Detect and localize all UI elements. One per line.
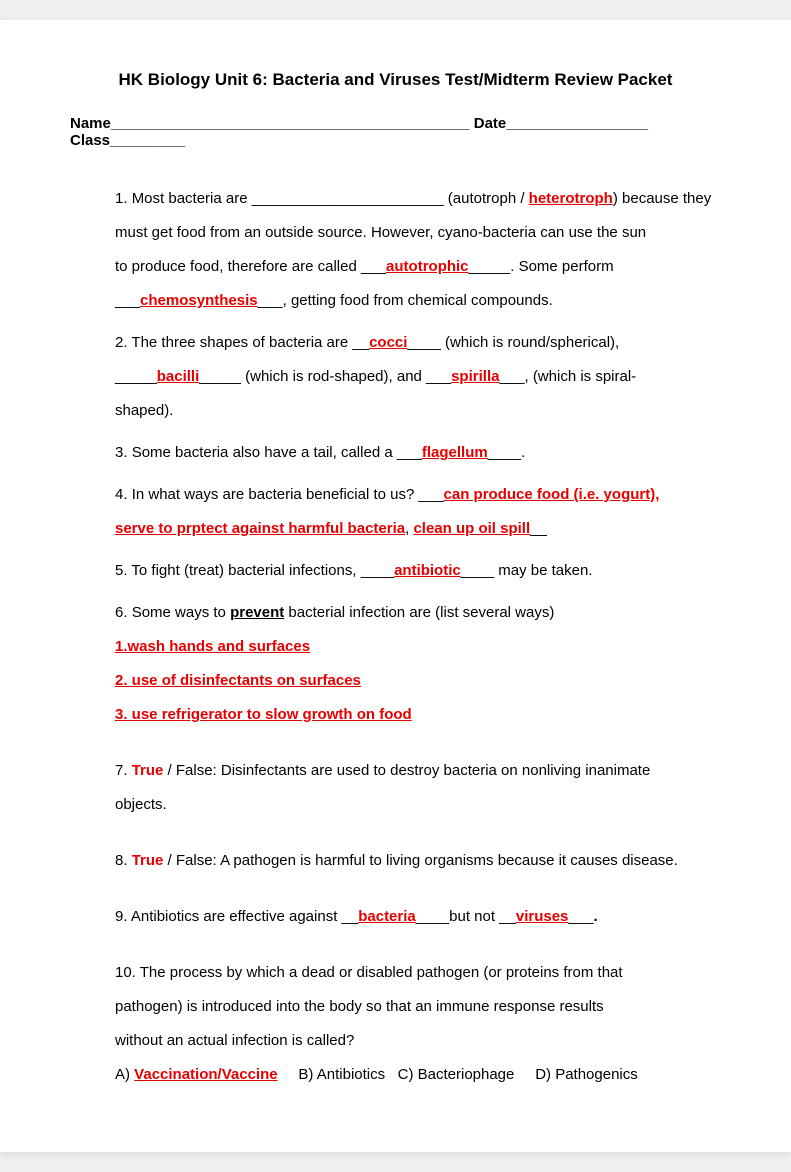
question-9: 9. Antibiotics are effective against __b… bbox=[115, 902, 721, 932]
q10-ans-vaccination: Vaccination/Vaccine bbox=[134, 1066, 277, 1083]
q5-text: To fight (treat) bacterial infections, _… bbox=[131, 562, 394, 579]
q4-text: __ bbox=[530, 520, 547, 537]
q1-text: to produce food, therefore are called __… bbox=[115, 258, 386, 275]
question-3: 3. Some bacteria also have a tail, calle… bbox=[115, 438, 721, 468]
q1-text: ___, getting food from chemical compound… bbox=[258, 292, 553, 309]
q5-ans-antibiotic: antibiotic bbox=[394, 562, 461, 579]
name-label: Name bbox=[70, 115, 111, 132]
q10-optA: A) bbox=[115, 1066, 134, 1083]
q9-text: ____but not __ bbox=[416, 908, 516, 925]
q2-text: ____ (which is round/spherical), bbox=[407, 334, 619, 351]
q5-text: ____ may be taken. bbox=[461, 562, 593, 579]
q2-ans-bacilli: bacilli bbox=[157, 368, 200, 385]
q10-text: pathogen) is introduced into the body so… bbox=[115, 998, 604, 1015]
q5-num: 5. bbox=[115, 562, 128, 579]
q1-text: Most bacteria are ______________________… bbox=[132, 190, 529, 207]
q4-text: In what ways are bacteria beneficial to … bbox=[132, 486, 444, 503]
q6-num: 6. bbox=[115, 604, 128, 621]
header-line: Name____________________________________… bbox=[70, 115, 721, 149]
prevention-list: 1.wash hands and surfaces 2. use of disi… bbox=[115, 632, 721, 730]
page-title: HK Biology Unit 6: Bacteria and Viruses … bbox=[70, 70, 721, 90]
q3-num: 3. bbox=[115, 444, 128, 461]
q9-num: 9. bbox=[115, 908, 128, 925]
name-blank: ________________________________________… bbox=[111, 115, 470, 132]
q8-ans-true: True bbox=[132, 852, 164, 869]
q3-ans-flagellum: flagellum bbox=[422, 444, 488, 461]
prevention-1: 1.wash hands and surfaces bbox=[115, 632, 721, 662]
q1-text: ) because they bbox=[613, 190, 711, 207]
q9-text: ___ bbox=[568, 908, 593, 925]
q3-text: ____. bbox=[488, 444, 526, 461]
q2-text: _____ bbox=[115, 368, 157, 385]
question-1: 1. Most bacteria are ___________________… bbox=[115, 184, 721, 316]
q4-ans-3: clean up oil spill bbox=[413, 520, 530, 537]
q1-num: 1. bbox=[115, 190, 128, 207]
q4-ans-1: can produce food (i.e. yogurt), bbox=[444, 486, 660, 503]
q10-text: The process by which a dead or disabled … bbox=[140, 964, 623, 981]
q4-num: 4. bbox=[115, 486, 128, 503]
question-8: 8. True / False: A pathogen is harmful t… bbox=[115, 846, 721, 876]
q2-ans-cocci: cocci bbox=[369, 334, 407, 351]
q10-options: B) Antibiotics C) Bacteriophage D) Patho… bbox=[278, 1066, 638, 1083]
q10-num: 10. bbox=[115, 964, 136, 981]
prevention-2: 2. use of disinfectants on surfaces bbox=[115, 666, 721, 696]
q3-text: Some bacteria also have a tail, called a… bbox=[132, 444, 422, 461]
question-5: 5. To fight (treat) bacterial infections… bbox=[115, 556, 721, 586]
q10-text: without an actual infection is called? bbox=[115, 1032, 354, 1049]
q1-ans-chemosynthesis: chemosynthesis bbox=[140, 292, 258, 309]
q1-text: ___ bbox=[115, 292, 140, 309]
q2-text: ___, (which is spiral- bbox=[499, 368, 636, 385]
q6-prevent-bold: prevent bbox=[230, 604, 284, 621]
q2-text: _____ (which is rod-shaped), and ___ bbox=[199, 368, 451, 385]
date-label: Date bbox=[474, 115, 507, 132]
q9-period: . bbox=[593, 908, 597, 925]
content-area: 1. Most bacteria are ___________________… bbox=[70, 184, 721, 1090]
prevention-3: 3. use refrigerator to slow growth on fo… bbox=[115, 700, 721, 730]
q9-text: Antibiotics are effective against __ bbox=[131, 908, 358, 925]
q8-num: 8. bbox=[115, 852, 128, 869]
q9-ans-bacteria: bacteria bbox=[358, 908, 416, 925]
class-label: Class bbox=[70, 132, 110, 149]
question-2: 2. The three shapes of bacteria are __co… bbox=[115, 328, 721, 426]
q1-ans-heterotroph: heterotroph bbox=[529, 190, 613, 207]
q1-text: must get food from an outside source. Ho… bbox=[115, 224, 646, 241]
q9-ans-viruses: viruses bbox=[516, 908, 569, 925]
q2-text: shaped). bbox=[115, 402, 173, 419]
q7-text: objects. bbox=[115, 796, 167, 813]
question-6: 6. Some ways to prevent bacterial infect… bbox=[115, 598, 721, 730]
q6-text: bacterial infection are (list several wa… bbox=[284, 604, 554, 621]
document-page: HK Biology Unit 6: Bacteria and Viruses … bbox=[0, 20, 791, 1152]
question-10: 10. The process by which a dead or disab… bbox=[115, 958, 721, 1090]
class-blank: _________ bbox=[110, 132, 185, 149]
q1-text: _____. Some perform bbox=[469, 258, 614, 275]
q2-num: 2. bbox=[115, 334, 128, 351]
question-4: 4. In what ways are bacteria beneficial … bbox=[115, 480, 721, 544]
q6-text: Some ways to bbox=[132, 604, 230, 621]
q2-ans-spirilla: spirilla bbox=[451, 368, 499, 385]
q2-text: The three shapes of bacteria are __ bbox=[131, 334, 369, 351]
q7-ans-true: True bbox=[132, 762, 164, 779]
q8-text: / False: A pathogen is harmful to living… bbox=[163, 852, 677, 869]
question-7: 7. True / False: Disinfectants are used … bbox=[115, 756, 721, 820]
q4-ans-2: serve to prptect against harmful bacteri… bbox=[115, 520, 405, 537]
q7-text: / False: Disinfectants are used to destr… bbox=[163, 762, 650, 779]
q7-num: 7. bbox=[115, 762, 128, 779]
q1-ans-autotrophic: autotrophic bbox=[386, 258, 469, 275]
date-blank: _________________ bbox=[506, 115, 648, 132]
